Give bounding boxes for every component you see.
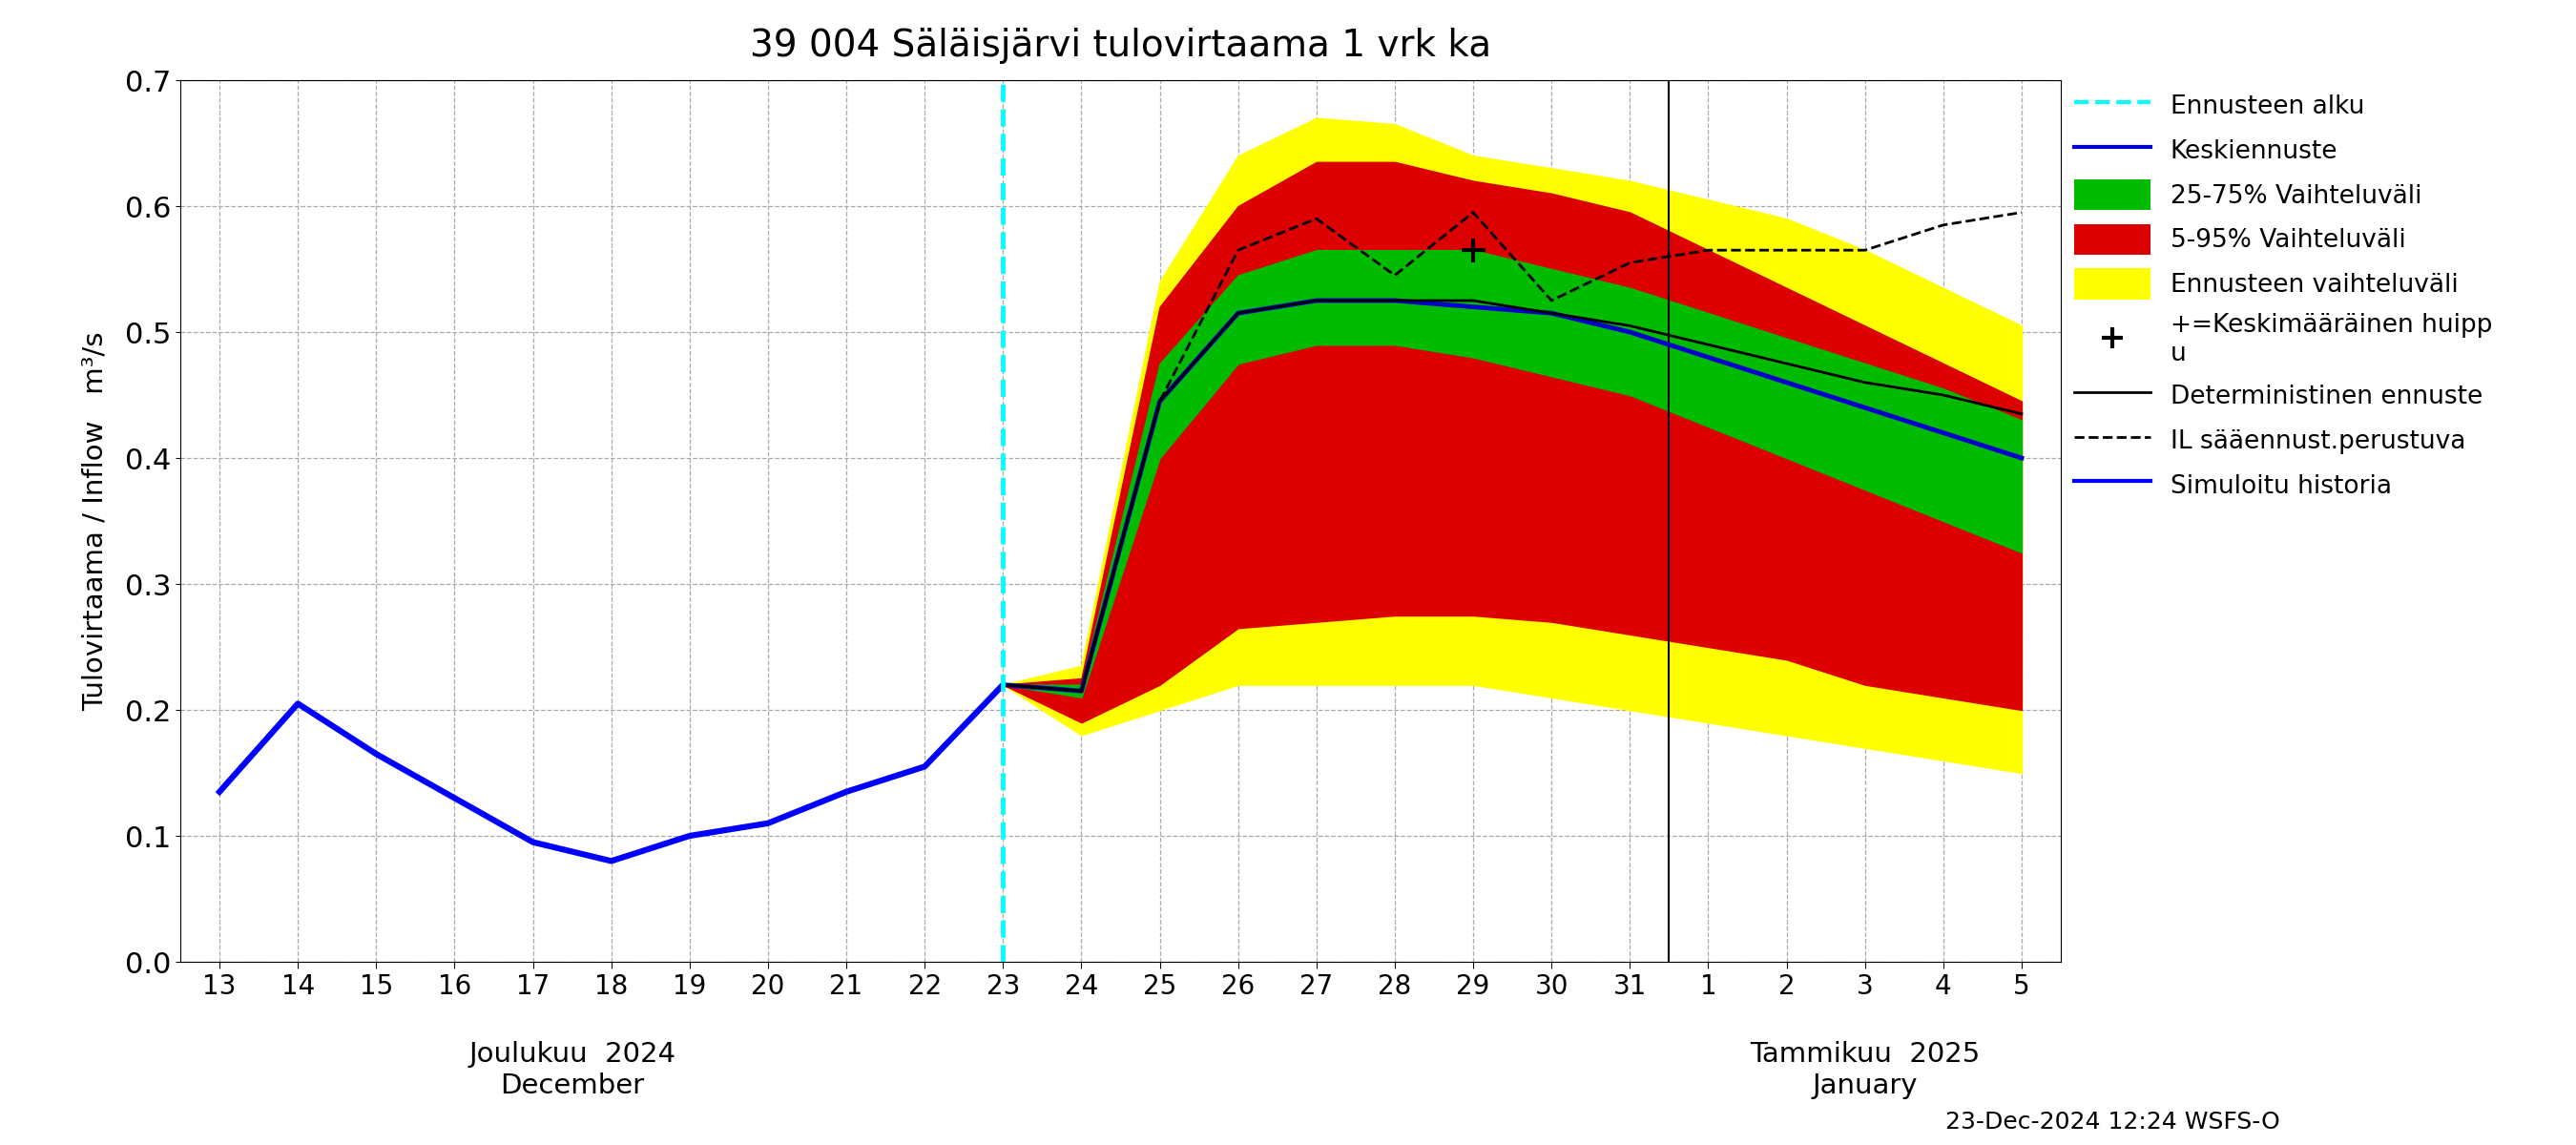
Text: 23-Dec-2024 12:24 WSFS-O: 23-Dec-2024 12:24 WSFS-O	[1945, 1111, 2280, 1134]
Y-axis label: Tulovirtaama / Inflow   m³/s: Tulovirtaama / Inflow m³/s	[82, 331, 108, 711]
Legend: Ennusteen alku, Keskiennuste, 25-75% Vaihteluväli, 5-95% Vaihteluväli, Ennusteen: Ennusteen alku, Keskiennuste, 25-75% Vai…	[2063, 80, 2501, 511]
Text: Joulukuu  2024
December: Joulukuu 2024 December	[469, 1041, 675, 1099]
Text: Tammikuu  2025
January: Tammikuu 2025 January	[1749, 1041, 1981, 1099]
Title: 39 004 Säläisjärvi tulovirtaama 1 vrk ka: 39 004 Säläisjärvi tulovirtaama 1 vrk ka	[750, 27, 1492, 64]
